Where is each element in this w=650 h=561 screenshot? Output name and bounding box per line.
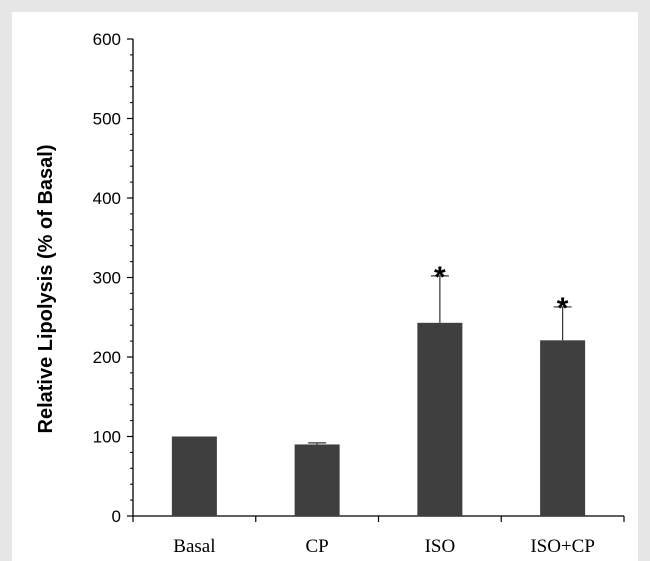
y-tick-label: 300	[93, 269, 121, 288]
y-tick-label: 200	[93, 348, 121, 367]
significance-mark: *	[557, 292, 569, 325]
significance-mark: *	[434, 261, 446, 294]
x-tick-label: Basal	[173, 536, 215, 557]
x-tick-label: ISO+CP	[530, 536, 595, 557]
y-tick-label: 0	[112, 507, 121, 526]
labels: 0 100 200 300 400 500 600 Basal CP * ISO * ISO+CP	[93, 30, 595, 557]
chart-frame: 0 100 200 300 400 500 600 Basal CP * ISO * ISO+CP Re…	[12, 12, 638, 561]
bars	[171, 275, 586, 516]
bar	[171, 436, 217, 516]
bar-chart: 0 100 200 300 400 500 600 Basal CP * ISO * ISO+CP Re…	[35, 30, 625, 557]
x-tick-label: CP	[306, 536, 329, 557]
bar	[294, 444, 340, 516]
bar	[417, 322, 463, 516]
bar	[540, 340, 586, 516]
y-axis-title: Relative Lipolysis (% of Basal)	[35, 145, 57, 434]
y-tick-label: 400	[93, 189, 121, 208]
x-tick-label: ISO	[425, 536, 456, 557]
y-tick-label: 500	[93, 110, 121, 129]
y-tick-label: 600	[93, 30, 121, 49]
y-tick-label: 100	[93, 428, 121, 447]
